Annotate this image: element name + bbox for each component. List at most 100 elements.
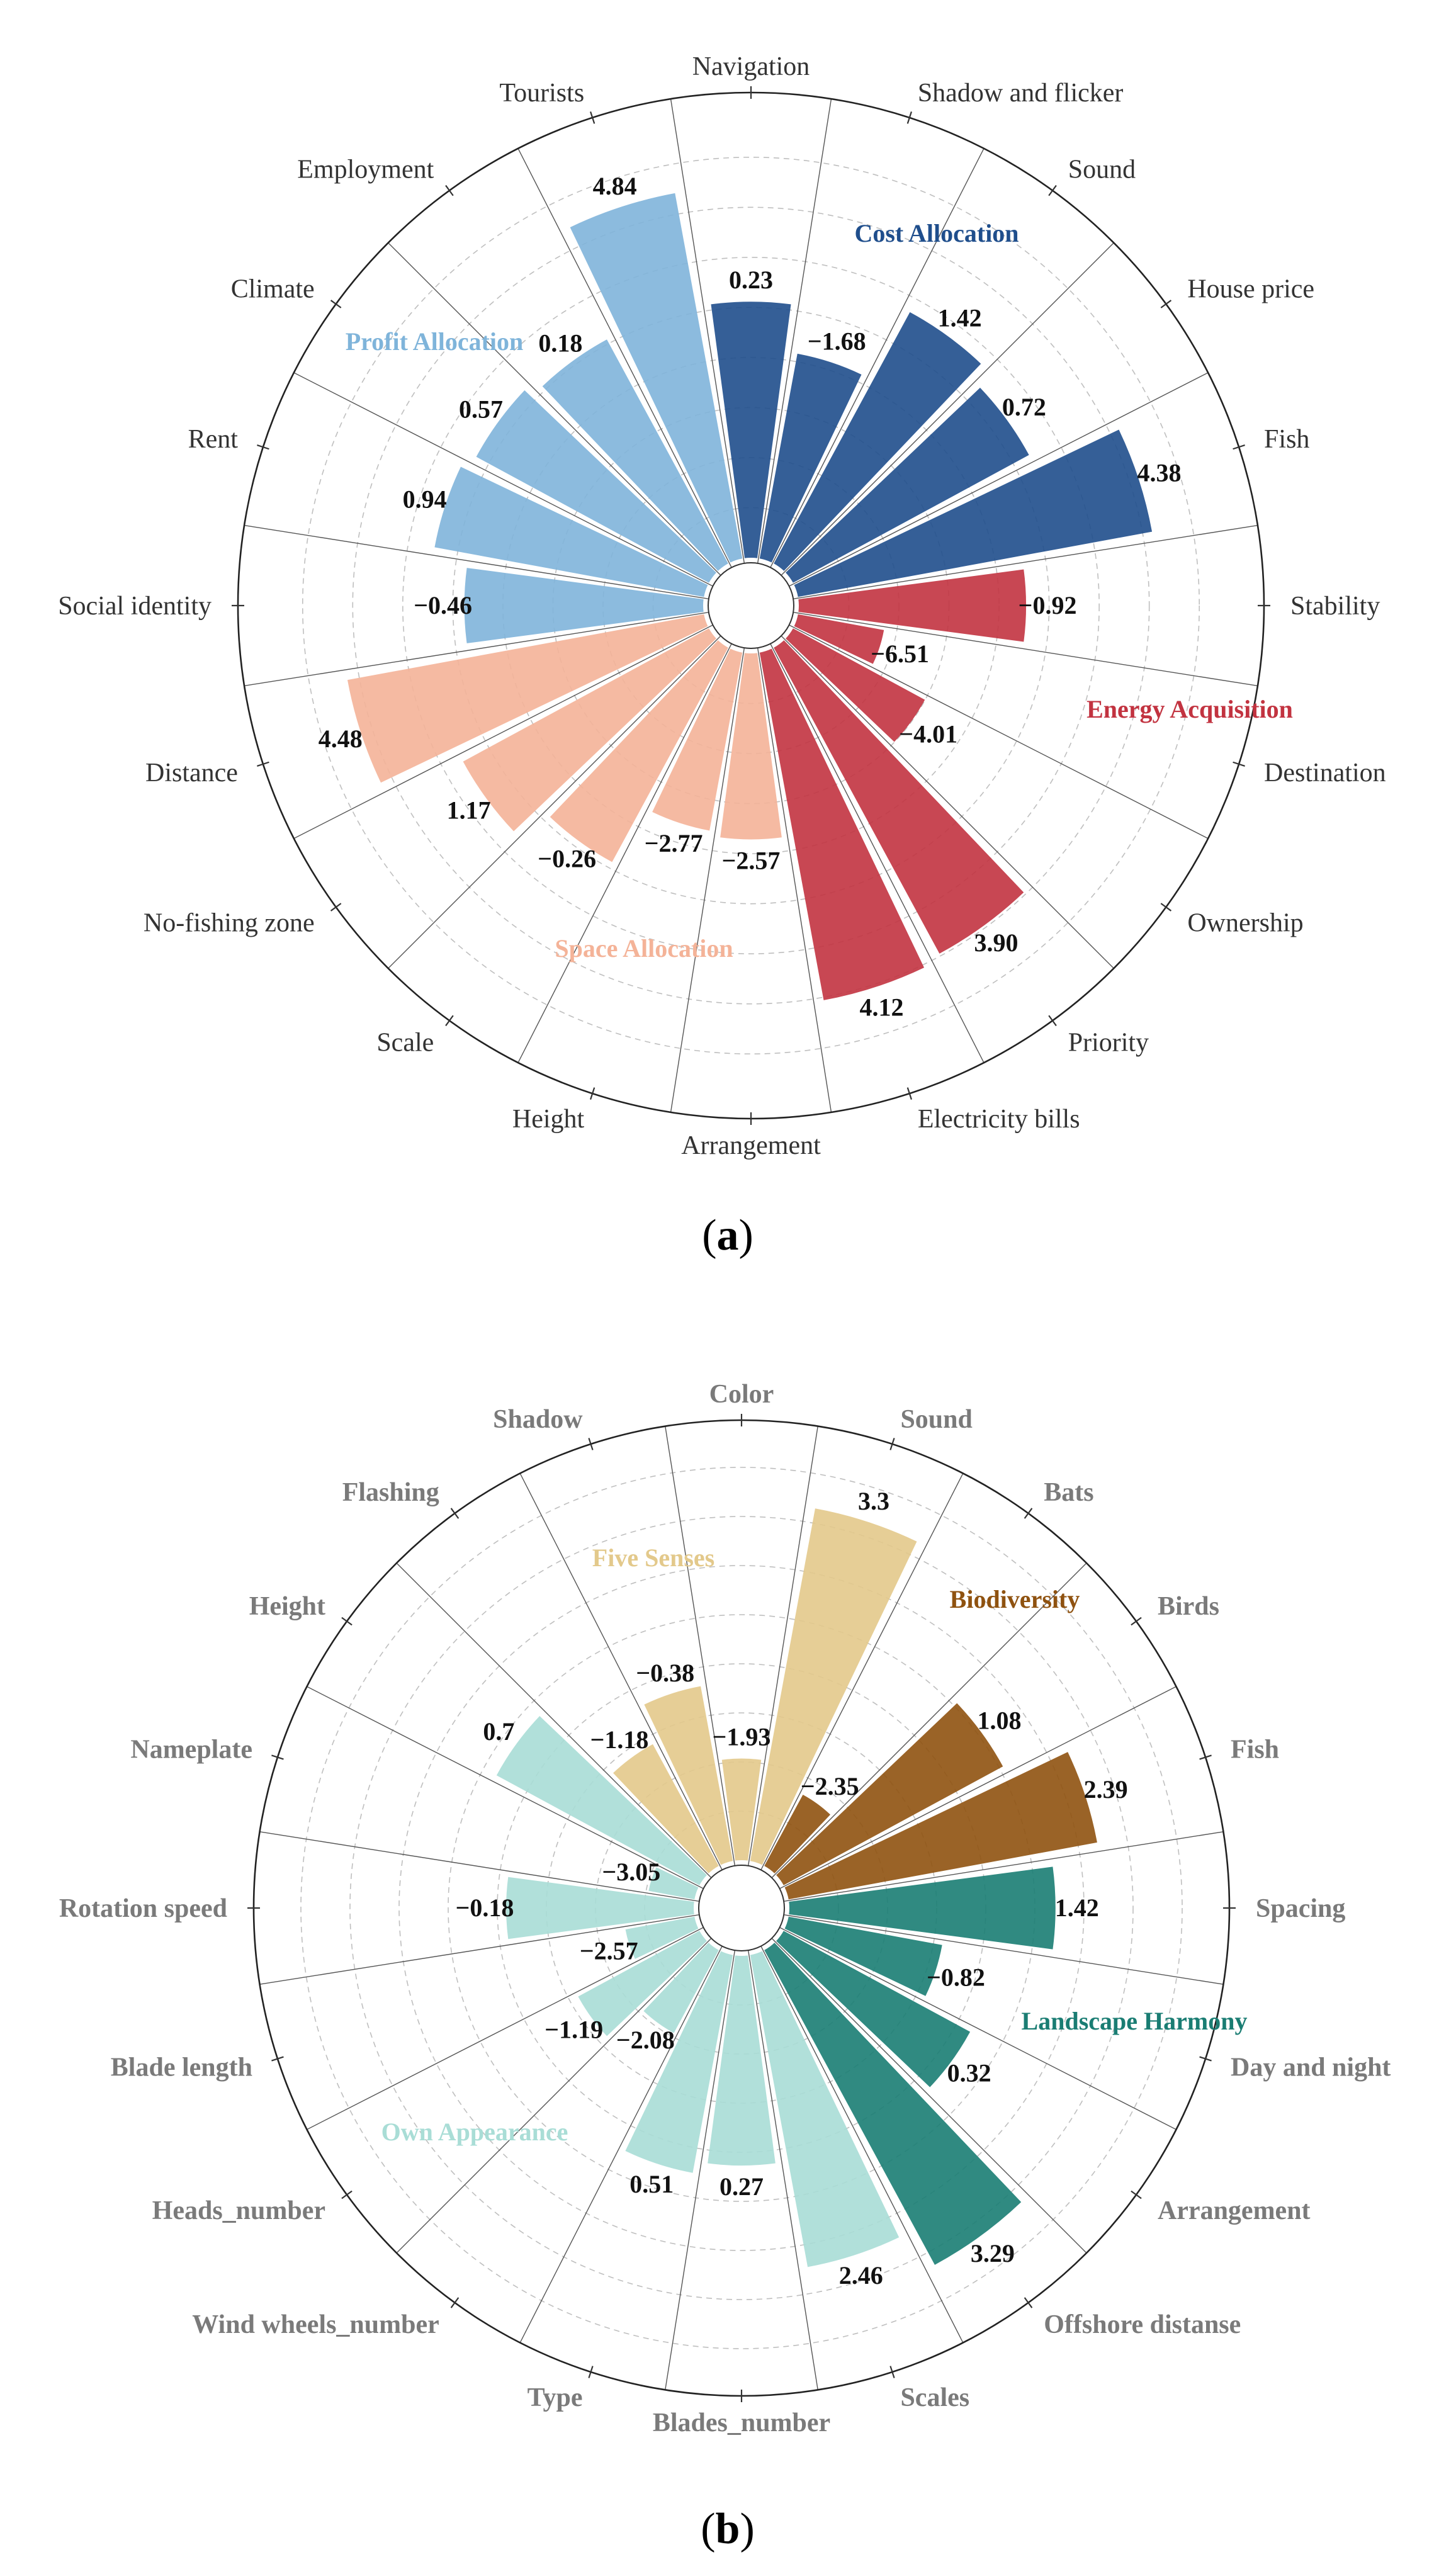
spoke-line	[388, 242, 721, 576]
axis-tick	[889, 1438, 895, 1450]
axis-tick	[1024, 1508, 1033, 1519]
category-label-scale: Scale	[376, 1028, 434, 1057]
spoke-line	[771, 1938, 1087, 2254]
axis-tick	[588, 2366, 594, 2378]
spoke-line	[259, 1831, 699, 1902]
group-label-biodiversity: Biodiversity	[950, 1585, 1080, 1613]
category-label-type: Type	[528, 2383, 583, 2412]
category-label-blades-number: Blades_number	[653, 2408, 830, 2437]
group-label-profit-allocation: Profit Allocation	[346, 327, 524, 356]
group-label-own-appearance: Own Appearance	[381, 2118, 568, 2146]
group-label-landscape-harmony: Landscape Harmony	[1022, 2007, 1248, 2035]
grid-ring	[352, 206, 1150, 1005]
category-label-nameplate: Nameplate	[130, 1736, 252, 1764]
bar-height	[496, 1715, 707, 1885]
category-label-navigation: Navigation	[692, 52, 810, 81]
category-label-no-fishing-zone: No-fishing zone	[144, 909, 315, 938]
spoke-line	[770, 148, 985, 568]
panel-b-caption: (b)	[701, 2505, 755, 2553]
spoke-line	[760, 1946, 964, 2343]
value-label-climate: 0.57	[459, 395, 503, 423]
axis-tick	[1233, 444, 1245, 450]
value-label-no-fishing-zone: 1.17	[447, 796, 491, 825]
bar-nameplate	[648, 1867, 699, 1900]
category-label-heads-number: Heads_number	[152, 2196, 325, 2225]
spoke-line	[396, 1562, 712, 1878]
grid-ring	[398, 1565, 1085, 2251]
bar-spacing	[789, 1866, 1056, 1950]
axis-tick	[450, 1508, 460, 1519]
value-label-heads-number: −1.19	[545, 2015, 603, 2043]
bar-arrangement	[776, 1931, 971, 2087]
category-label-day-and-night: Day and night	[1231, 2053, 1391, 2082]
spoke-line	[771, 1562, 1087, 1878]
grid-ring	[302, 156, 1200, 1055]
category-label-sound: Sound	[1068, 155, 1136, 184]
category-label-priority: Priority	[1068, 1028, 1149, 1057]
value-label-fish: 2.39	[1084, 1775, 1128, 1804]
value-label-employment: 0.18	[538, 329, 582, 358]
spoke-line	[259, 1914, 699, 1985]
category-label-scales: Scales	[900, 2383, 969, 2412]
value-label-rotation-speed: −0.18	[456, 1894, 514, 1922]
bar-arrangement	[720, 653, 782, 840]
spoke-line	[517, 643, 732, 1063]
bar-fish	[794, 429, 1153, 597]
category-label-ownership: Ownership	[1187, 909, 1303, 938]
axis-tick	[330, 903, 342, 912]
category-label-arrangement: Arrangement	[681, 1131, 821, 1160]
bar-day-and-night	[784, 1916, 942, 1996]
spoke-line	[784, 1831, 1224, 1902]
bar-employment	[542, 339, 728, 571]
value-label-flashing: −1.18	[590, 1725, 649, 1754]
value-label-priority: 3.90	[974, 929, 1019, 957]
value-label-navigation: 0.23	[729, 266, 773, 294]
spoke-line	[665, 1426, 736, 1866]
value-label-color: −1.93	[713, 1723, 771, 1751]
center-hole	[708, 562, 794, 649]
value-label-rent: 0.94	[403, 485, 447, 514]
category-label-color: Color	[709, 1380, 774, 1409]
spoke-line	[293, 624, 713, 839]
value-label-arrangement: −2.57	[722, 846, 781, 874]
category-label-bats: Bats	[1044, 1478, 1093, 1507]
axis-tick	[1131, 2190, 1142, 2199]
bar-wind-wheels-number	[643, 1943, 719, 2033]
category-label-sound: Sound	[900, 1405, 972, 1434]
category-label-birds: Birds	[1158, 1592, 1219, 1621]
bar-no-fishing-zone	[463, 628, 716, 832]
value-label-shadow: −0.38	[636, 1659, 694, 1687]
category-label-flashing: Flashing	[342, 1478, 439, 1507]
spoke-line	[307, 1686, 704, 1889]
category-label-rotation-speed: Rotation speed	[59, 1894, 227, 1923]
category-label-offshore-distanse: Offshore distanse	[1044, 2310, 1241, 2339]
axis-tick	[271, 2056, 284, 2062]
bar-color	[721, 1758, 762, 1861]
value-label-birds: 1.08	[978, 1706, 1022, 1734]
bar-scale	[550, 640, 728, 862]
bar-shadow	[644, 1686, 733, 1865]
value-label-height: −2.77	[645, 829, 703, 857]
value-label-spacing: 1.42	[1055, 1894, 1099, 1922]
value-label-social-identity: −0.46	[414, 591, 472, 619]
group-label-cost-allocation: Cost Allocation	[854, 219, 1019, 247]
bar-house-price	[786, 387, 1029, 583]
category-label-shadow: Shadow	[493, 1405, 583, 1434]
axis-tick	[271, 1754, 284, 1760]
bar-priority	[774, 640, 1024, 954]
category-label-stability: Stability	[1290, 592, 1380, 621]
group-label-five-senses: Five Senses	[592, 1544, 714, 1572]
spoke-line	[670, 648, 745, 1113]
axis-tick	[257, 444, 269, 450]
value-label-scales: 2.46	[839, 2261, 883, 2290]
value-label-type: 0.51	[629, 2170, 674, 2198]
category-label-height: Height	[512, 1105, 585, 1134]
axis-tick	[450, 2297, 460, 2308]
axis-tick	[588, 1438, 594, 1450]
spoke-line	[784, 1914, 1224, 1985]
bar-flashing	[613, 1744, 719, 1873]
bar-rent	[434, 466, 708, 597]
axis-tick	[1160, 903, 1172, 912]
value-label-ownership: −4.01	[899, 720, 957, 748]
panel-b-radial-chart: −1.93 3.3 −2.35 1.08 2.39 1.42 −0.82 0.32 3.29 2.…	[59, 1380, 1391, 2437]
